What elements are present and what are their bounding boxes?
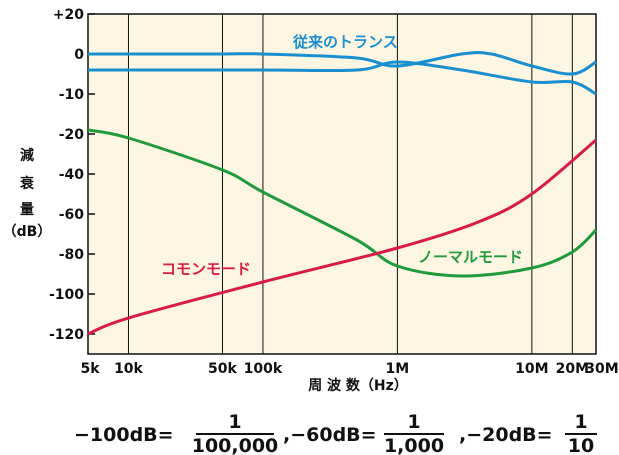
x-tick-label: 50k (208, 361, 237, 377)
series-lines (87, 51, 598, 336)
x-tick-label: 10M (515, 361, 548, 377)
y-axis-label-line: 減 (20, 147, 34, 164)
y-tick-label: +20 (53, 7, 84, 23)
series-line (87, 138, 597, 336)
series-line (87, 128, 598, 278)
formula-denominator: 100,000 (192, 435, 279, 455)
series-annotation: コモンモード (161, 260, 251, 278)
y-axis-label-line: （dB） (3, 224, 52, 240)
formula-lhs: ,−60dB= (283, 424, 377, 446)
y-axis-label-line: 量 (20, 202, 34, 218)
x-tick-label: 30M (585, 361, 618, 377)
x-tick-label: 10k (114, 361, 143, 377)
y-tick-label: -80 (59, 247, 85, 263)
formula-numerator: 1 (407, 411, 420, 433)
y-axis-label: 減衰量 （dB） (3, 147, 52, 240)
series-annotation: 従来のトランス (292, 33, 398, 51)
formula-denominator: 1,000 (384, 435, 444, 455)
x-tick-label: 20M (556, 361, 589, 377)
formula-lhs: ,−20dB= (459, 424, 553, 446)
y-tick-labels: +20 0 -10 -20 -40 -60 -80 -100 -120 (49, 7, 95, 343)
y-tick-label: -100 (49, 287, 84, 303)
y-tick-label: -120 (49, 327, 84, 343)
formula-lhs: −100dB= (74, 424, 174, 446)
plot-frame (87, 13, 597, 355)
series-annotation: ノーマルモード (418, 248, 523, 266)
formula-denominator: 10 (568, 435, 594, 455)
y-tick-label: -60 (59, 207, 85, 223)
y-tick-label: -10 (59, 87, 85, 103)
y-tick-label: -20 (59, 127, 85, 143)
y-axis-label-line: 衰 (19, 175, 35, 192)
y-tick-label: -40 (59, 167, 85, 183)
x-tick-label: 5k (80, 361, 100, 377)
formula-numerator: 1 (574, 411, 587, 433)
x-tick-label: 1M (386, 361, 410, 377)
x-axis-label: 周 波 数（Hz） (308, 377, 408, 394)
plot-background (88, 14, 596, 354)
formula-numerator: 1 (228, 411, 241, 433)
series-line (88, 60, 597, 96)
x-tick-label: 100k (244, 361, 283, 377)
series-line (87, 51, 597, 76)
y-tick-label: 0 (74, 47, 84, 63)
